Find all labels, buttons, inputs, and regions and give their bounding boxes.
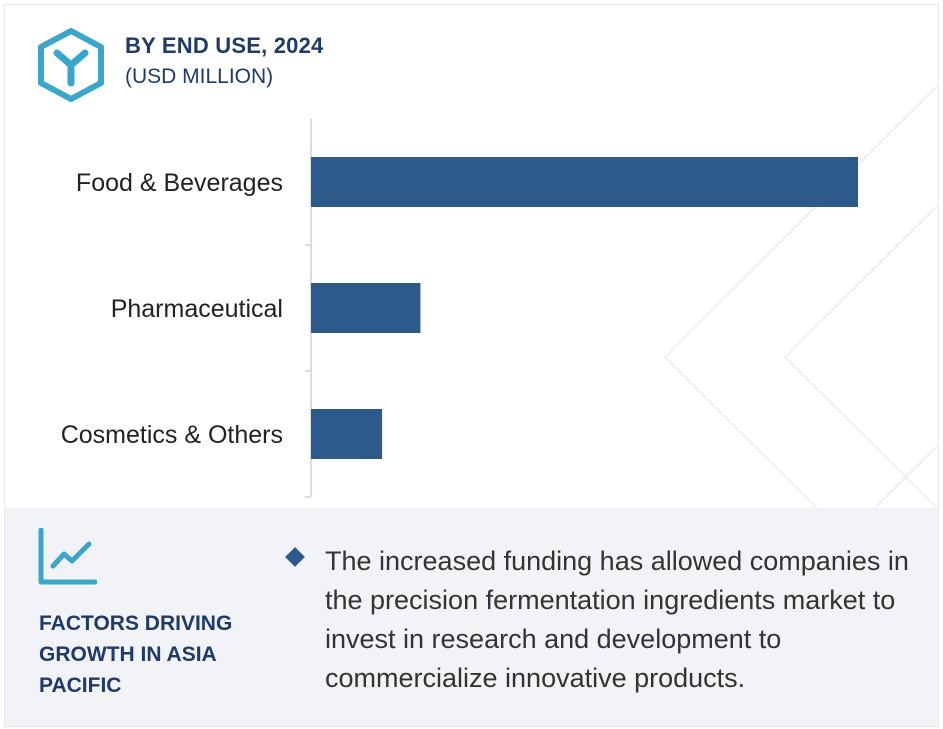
chart-card: BY END USE, 2024 (USD MILLION) Food & Be… [4, 4, 939, 727]
category-label: Cosmetics & Others [61, 421, 283, 449]
category-label: Food & Beverages [76, 169, 283, 197]
chart-title: BY END USE, 2024 [125, 33, 324, 58]
chart-subtitle: (USD MILLION) [125, 65, 274, 88]
factors-description: The increased funding has allowed compan… [325, 546, 909, 693]
hexagon-y-icon [38, 28, 104, 102]
bullet-diamond-icon [285, 547, 305, 567]
bar-chart: Food & Beverages Pharmaceutical Cosmetics … [61, 119, 858, 498]
bar-0 [311, 157, 858, 207]
factors-panel: FACTORS DRIVING GROWTH IN ASIA PACIFIC T… [5, 508, 938, 726]
factors-title: FACTORS DRIVING GROWTH IN ASIA PACIFIC [39, 612, 233, 697]
bar-2 [311, 409, 383, 459]
category-label: Pharmaceutical [111, 295, 283, 323]
line-chart-icon [38, 528, 97, 585]
bar-1 [311, 283, 421, 333]
